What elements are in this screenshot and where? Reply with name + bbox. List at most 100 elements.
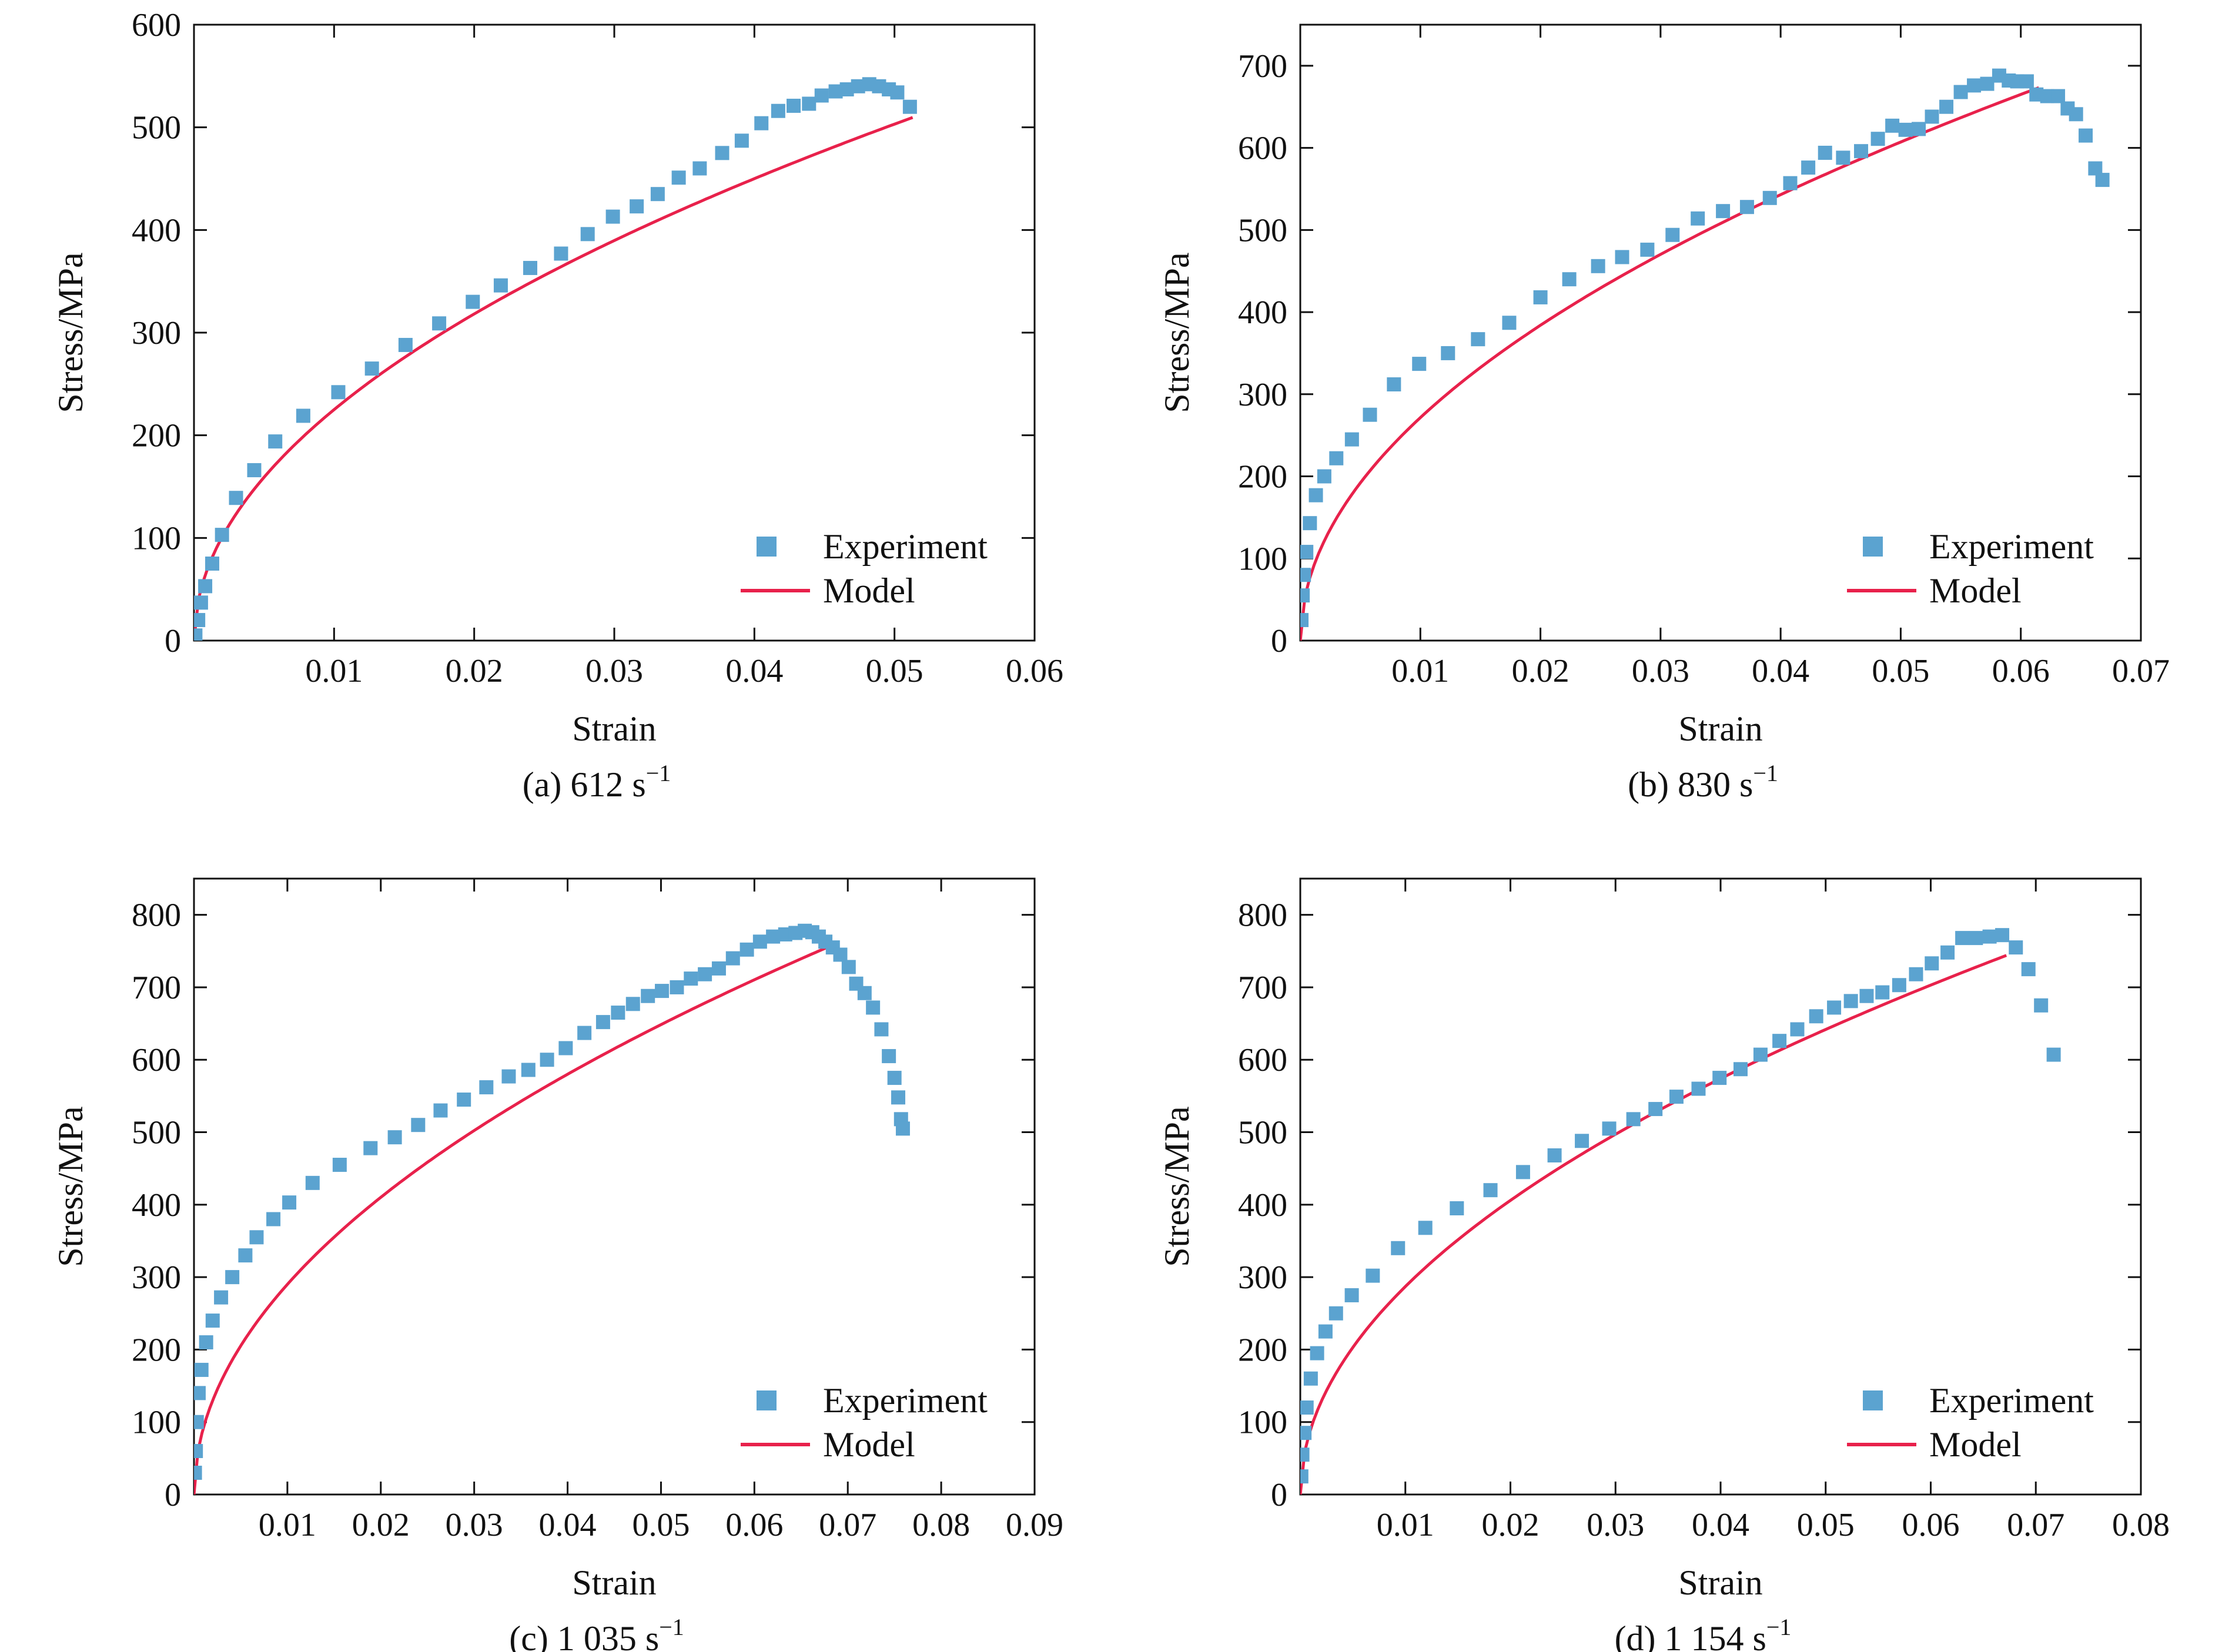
x-tick-label: 0.03 <box>1632 653 1689 689</box>
experiment-point <box>1982 929 1997 944</box>
experiment-point <box>363 1141 378 1155</box>
caption-superscript: −1 <box>659 1614 684 1640</box>
x-tick-label: 0.02 <box>1482 1507 1540 1543</box>
experiment-point <box>305 1175 320 1190</box>
y-tick-label: 400 <box>1238 1187 1287 1224</box>
x-tick-label: 0.04 <box>725 653 783 689</box>
experiment-point <box>1818 145 1832 160</box>
experiment-point <box>2034 998 2049 1013</box>
experiment-point <box>466 294 480 309</box>
y-tick-label: 400 <box>132 212 181 249</box>
experiment-point <box>890 85 905 100</box>
experiment-point <box>1300 545 1314 559</box>
experiment-point <box>833 947 848 962</box>
y-axis-label: Stress/MPa <box>51 1106 90 1266</box>
x-tick-label: 0.05 <box>632 1507 690 1543</box>
experiment-point <box>2095 173 2110 187</box>
experiment-point <box>1716 204 1731 219</box>
experiment-point <box>1387 377 1401 392</box>
experiment-point <box>1391 1241 1406 1255</box>
y-tick-label: 100 <box>132 520 181 557</box>
experiment-point <box>787 98 801 113</box>
x-tick-label: 0.04 <box>1752 653 1809 689</box>
experiment-point <box>1925 109 1939 124</box>
panel-caption: (c) 1 035 s−1 <box>509 1614 684 1652</box>
experiment-point <box>1602 1121 1617 1136</box>
x-tick-label: 0.01 <box>259 1507 316 1543</box>
legend-experiment-marker <box>1863 1390 1883 1410</box>
experiment-point <box>841 960 856 974</box>
experiment-point <box>1955 931 1970 946</box>
experiment-point <box>247 463 262 478</box>
experiment-point <box>1483 1183 1498 1198</box>
x-axis-label: Strain <box>572 709 656 748</box>
experiment-point <box>1471 332 1485 347</box>
x-tick-label: 0.04 <box>539 1507 597 1543</box>
y-tick-label: 100 <box>1238 1405 1287 1441</box>
experiment-point <box>1309 488 1323 502</box>
experiment-point <box>215 528 229 542</box>
experiment-point <box>1836 150 1850 165</box>
experiment-point <box>249 1230 264 1245</box>
legend-model-label: Model <box>1929 1425 2022 1464</box>
experiment-point <box>1753 1047 1768 1062</box>
experiment-point <box>214 1290 229 1305</box>
experiment-point <box>521 1063 536 1077</box>
y-tick-label: 500 <box>132 1115 181 1151</box>
experiment-point <box>432 316 447 331</box>
y-tick-label: 500 <box>1238 1115 1287 1151</box>
experiment-point <box>296 408 310 423</box>
experiment-point <box>194 628 203 641</box>
experiment-point <box>1441 346 1455 360</box>
experiment-point <box>1912 122 1926 136</box>
experiment-point <box>1591 259 1605 273</box>
experiment-point <box>1859 988 1874 1003</box>
experiment-point <box>205 1313 220 1328</box>
experiment-point <box>2021 962 2036 977</box>
experiment-point <box>479 1080 494 1095</box>
experiment-point <box>684 971 698 986</box>
experiment-point <box>2019 74 2034 89</box>
experiment-point <box>715 146 729 160</box>
experiment-point <box>1450 1201 1464 1215</box>
experiment-point <box>523 260 537 275</box>
experiment-point <box>641 988 655 1003</box>
experiment-point <box>882 1049 896 1064</box>
experiment-point <box>1575 1134 1589 1148</box>
experiment-point <box>766 929 781 944</box>
chart-panel-3: 0.01 0.02 0.03 0.04 0.05 0.06 0.07 0.08 0.09 0 100… <box>51 877 1063 1652</box>
experiment-point <box>1547 1148 1562 1162</box>
experiment-point <box>1691 211 1705 226</box>
plot-area <box>194 77 917 641</box>
legend-experiment-marker <box>757 537 777 557</box>
experiment-point <box>895 1121 910 1136</box>
experiment-point <box>1328 1306 1343 1321</box>
legend-experiment-label: Experiment <box>823 527 988 566</box>
experiment-point <box>433 1103 448 1118</box>
legend-model-label: Model <box>823 1425 915 1464</box>
experiment-point <box>1300 1426 1312 1440</box>
y-tick-label: 300 <box>1238 377 1287 413</box>
experiment-point <box>1626 1112 1641 1127</box>
y-tick-label: 700 <box>1238 48 1287 85</box>
experiment-point <box>2009 940 2023 955</box>
x-tick-label: 0.08 <box>2112 1507 2170 1543</box>
experiment-point <box>398 337 413 352</box>
caption-superscript: −1 <box>1766 1614 1792 1640</box>
plot-area <box>1300 68 2110 641</box>
x-tick-label: 0.04 <box>1692 1507 1749 1543</box>
experiment-point <box>2046 1047 2061 1062</box>
panel-caption: (b) 830 s−1 <box>1628 760 1778 804</box>
x-tick-label: 0.05 <box>866 653 923 689</box>
experiment-point <box>194 1386 206 1400</box>
experiment-point <box>1885 118 1900 133</box>
legend-experiment-marker <box>1863 537 1883 557</box>
x-tick-label: 0.07 <box>2007 1507 2064 1543</box>
experiment-point <box>711 961 726 976</box>
experiment-point <box>1300 568 1311 582</box>
experiment-point <box>1733 1062 1748 1077</box>
experiment-point <box>1344 432 1359 447</box>
experiment-point <box>1640 242 1655 257</box>
experiment-point <box>1344 1288 1359 1302</box>
experiment-point <box>1669 1090 1684 1104</box>
